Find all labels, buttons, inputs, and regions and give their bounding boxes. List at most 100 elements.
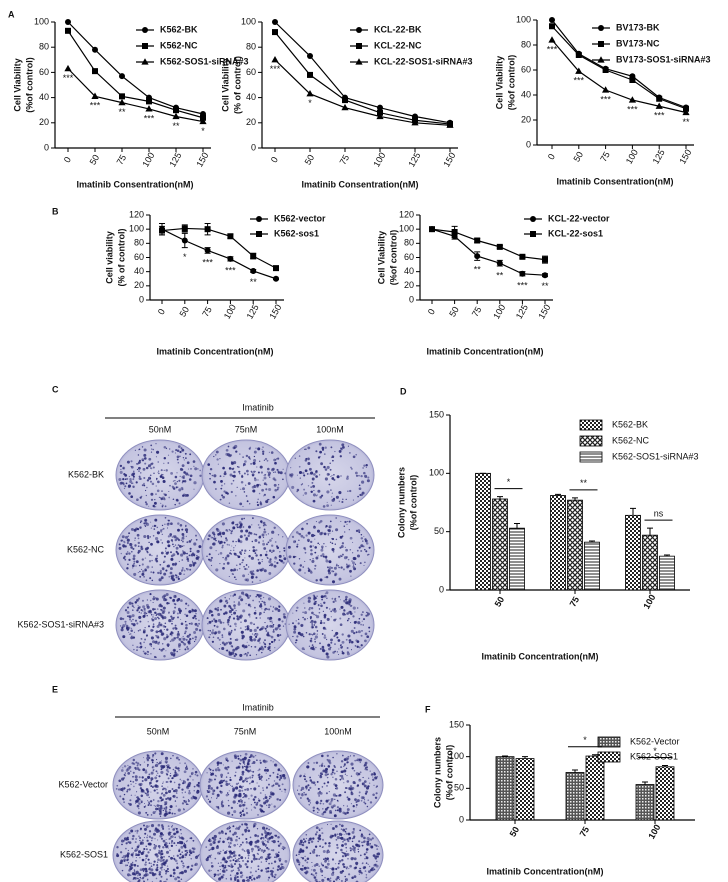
colony-dot [268,487,272,492]
colony-dot [171,634,173,637]
colony-dot [236,486,238,489]
colony-dot [156,856,159,858]
colony-dot [266,471,269,473]
colony-dot [238,804,242,808]
colony-dot [227,641,230,643]
colony-dot [161,533,163,536]
colony-dot [266,804,268,806]
colony-dot [182,480,184,482]
colony-dot [269,624,272,628]
colony-dot [345,477,349,480]
colony-dot [173,789,176,793]
colony-dot [138,459,141,462]
colony-dot [135,848,139,852]
colony-dot [147,651,150,653]
colony-dot [238,601,240,604]
colony-dot [175,792,178,794]
colony-dot [312,781,316,785]
colony-dot [231,866,233,868]
colony-dot [225,538,228,542]
colony-dot [343,834,345,836]
colony-dot [152,754,155,757]
colony-dot [344,812,347,815]
colony-dot [229,454,233,457]
y-tick-label: 100 [429,468,444,478]
colony-dot [156,489,160,493]
colony-dot [228,651,231,655]
colony-dot [183,869,187,873]
colony-dot [121,777,125,781]
colony-dot [152,768,155,771]
colony-dot [156,788,158,791]
series-line [274,59,451,126]
colony-dot [313,620,317,624]
colony-dot [250,470,253,473]
colony-dot [235,653,238,656]
colony-dot [129,865,132,868]
colony-dot [242,796,244,799]
colony-dot [180,878,183,880]
colony-dot [246,787,250,791]
colony-dot [222,556,224,559]
column-label: 100nM [316,424,344,434]
colony-dot [340,848,343,852]
colony-dot [142,630,146,634]
x-axis-label: Imatinib Consentration(nM) [302,179,419,189]
colony-dot [161,567,165,570]
colony-dot [231,521,235,525]
colony-dot [136,832,138,834]
colony-dot [175,546,179,550]
colony-dot [272,495,276,499]
colony-dot [193,481,197,485]
colony-dot [232,526,236,530]
colony-dot [314,625,318,629]
colony-dot [136,798,140,801]
colony-dot [284,791,286,793]
colony-dot [319,578,323,582]
colony-dot [213,474,217,478]
colony-dot [311,633,314,636]
colony-dot [186,840,188,842]
colony-dot [137,528,140,531]
colony-dot [298,863,301,866]
colony-dot [274,541,277,543]
colony-dot [150,836,154,840]
colony-dot [263,768,267,772]
colony-dot [235,609,237,612]
colony-dot [260,775,263,779]
plate [292,820,384,882]
colony-dot [236,564,238,566]
colony-dot [232,474,236,478]
colony-dot [237,827,240,830]
colony-dot [165,650,167,652]
marker [199,117,207,125]
colony-dot [122,477,125,481]
colony-dot [127,764,129,766]
colony-dot [195,538,198,541]
colony-dot [240,630,244,634]
colony-dot [262,536,265,538]
colony-dot [246,860,249,863]
colony-dot [336,636,339,639]
colony-dot [238,863,241,866]
colony-dot [265,834,268,837]
colony-dot [220,803,223,805]
colony-dot [260,471,264,474]
colony-dot [170,631,173,634]
colony-dot [124,772,127,774]
colony-dot [160,530,163,533]
colony-dot [249,769,252,771]
y-tick-label: 0 [251,142,256,152]
colony-dot [219,790,222,793]
colony-dot [155,630,159,634]
row-label: K562-SOS1 [60,849,108,859]
colony-dot [341,443,345,447]
colony-dot [279,788,281,791]
colony-dot [345,548,348,552]
colony-dot [274,556,277,558]
colony-dot [220,830,224,833]
bar [655,766,675,821]
colony-dot [306,797,309,800]
colony-dot [270,451,274,454]
colony-dot [147,536,150,540]
